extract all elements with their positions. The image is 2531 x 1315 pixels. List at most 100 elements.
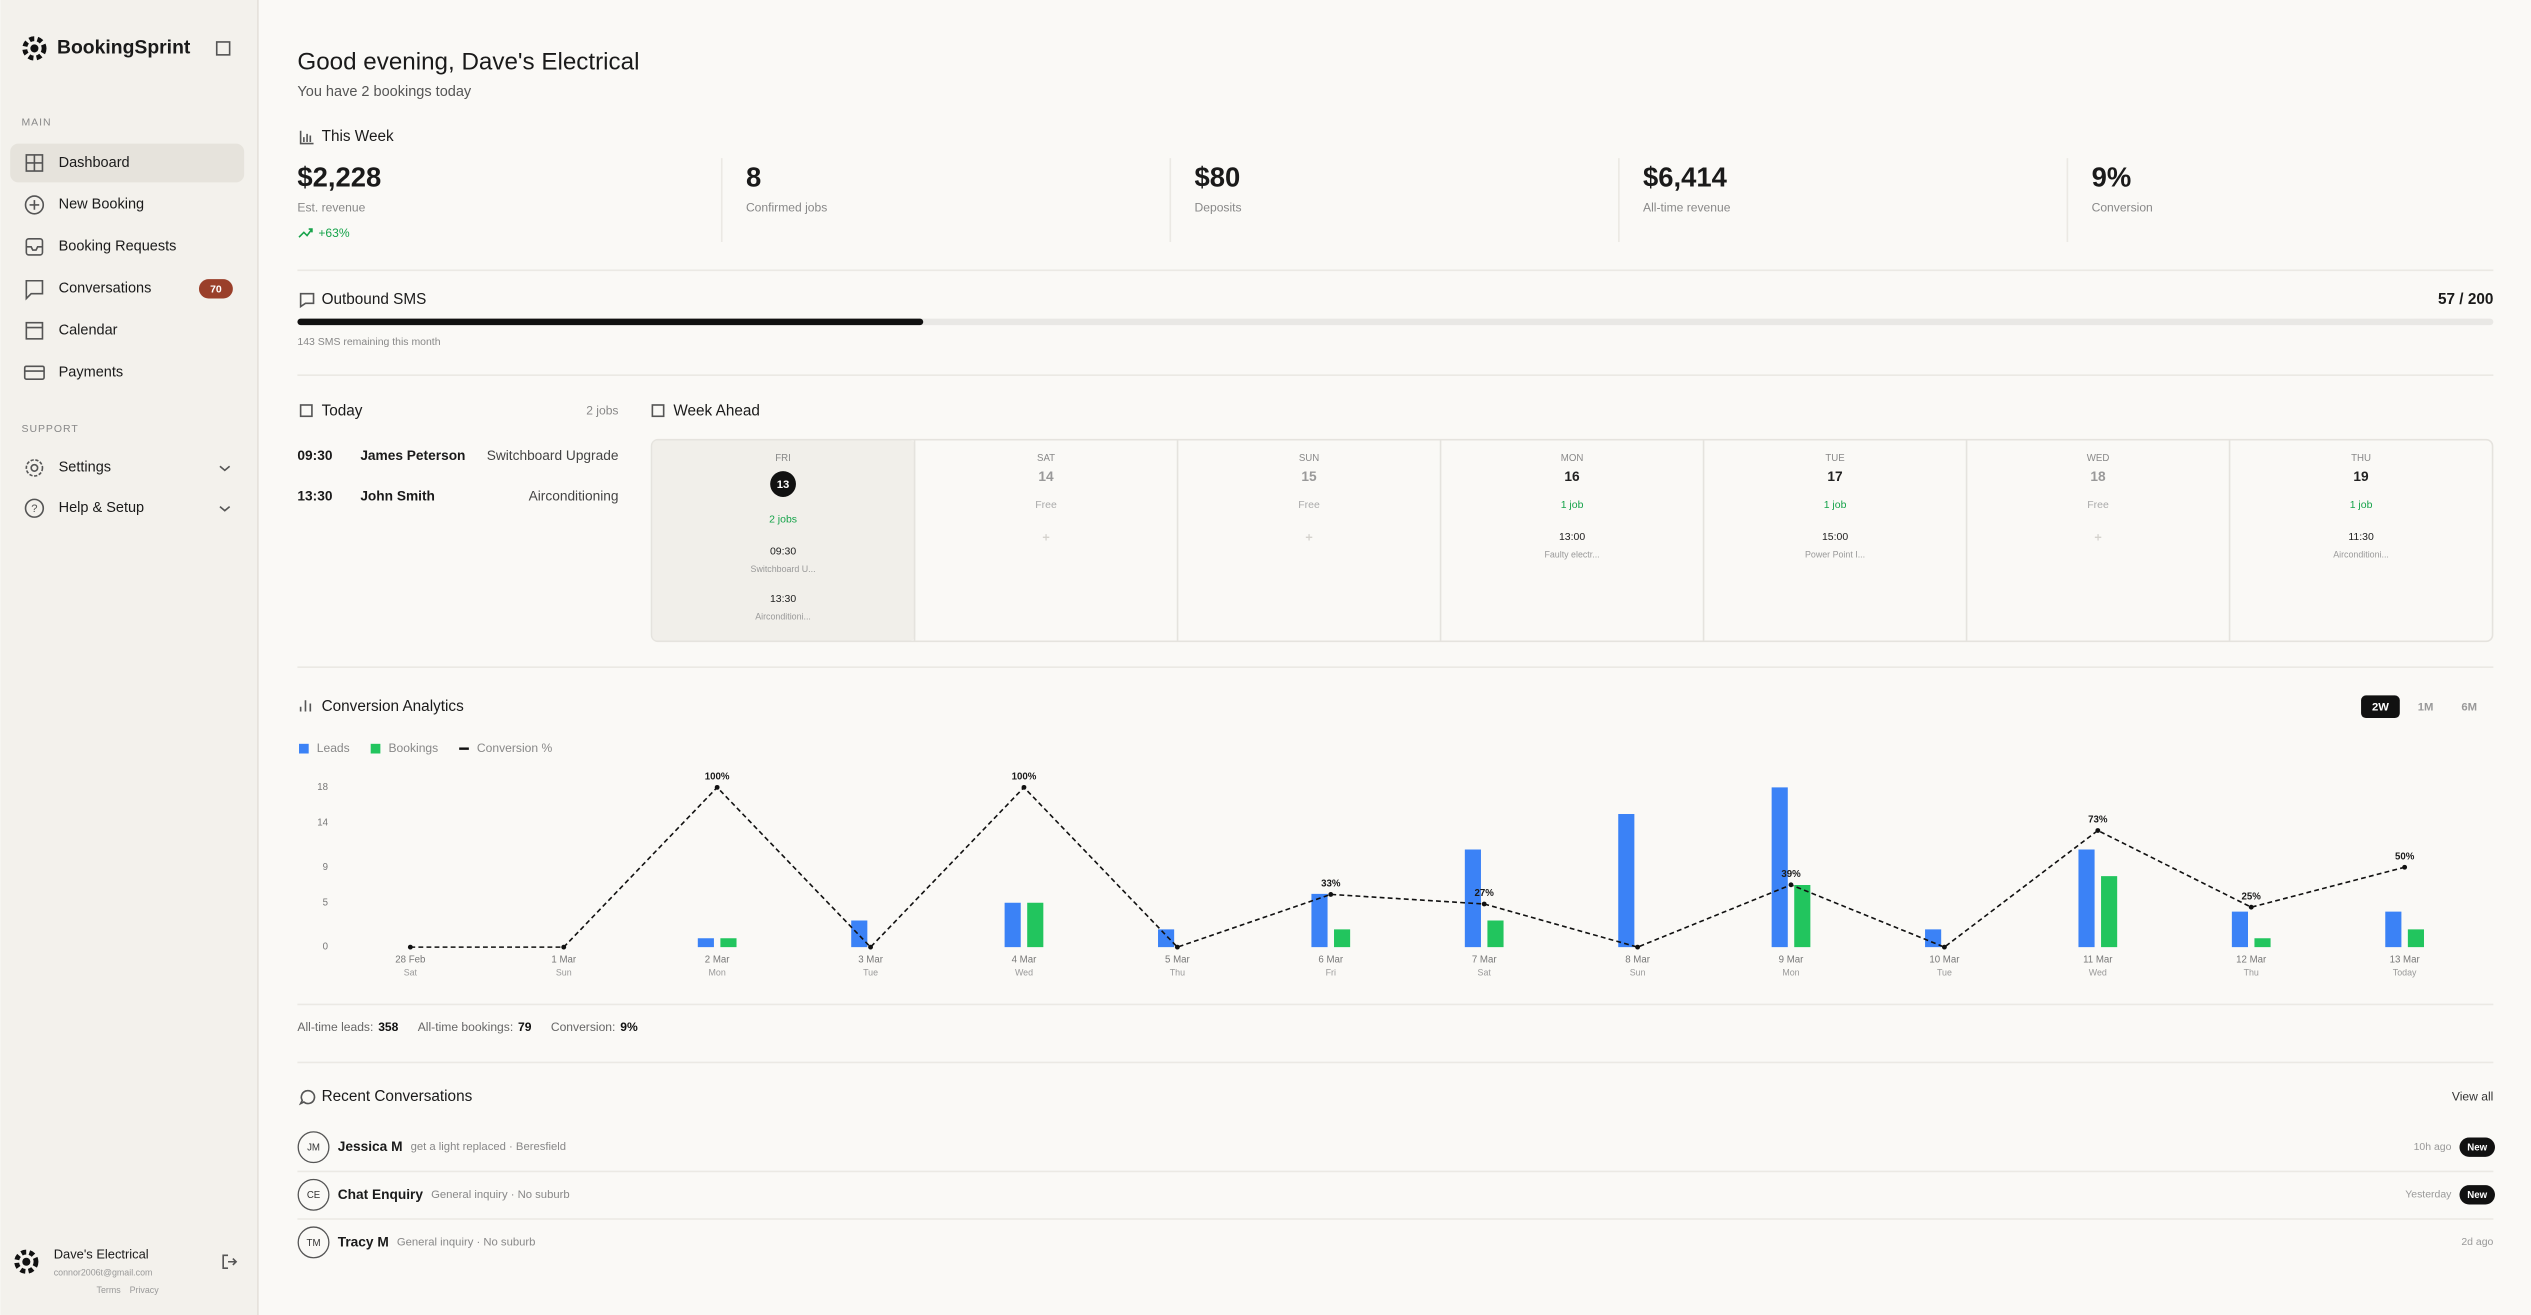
bar [720,938,737,948]
day-name: SAT [1037,453,1055,464]
value-label: 100% [705,771,730,782]
x-tick-sublabel: Fri [1326,967,1336,977]
nav-item[interactable]: Booking Requests [59,239,177,255]
line-point [2402,864,2408,870]
slot-time: 11:30 [2348,532,2374,543]
day-date: 14 [1038,469,1054,484]
nav-item[interactable]: Calendar [59,323,118,339]
stat-value: 9% [2092,161,2132,192]
logout-icon[interactable] [222,1254,238,1270]
bar [1771,787,1788,948]
nav-item[interactable]: Conversations [59,281,152,297]
section-title: This Week [322,128,394,145]
line-point [561,944,567,950]
x-tick-sublabel: Sun [1630,967,1646,977]
footer-link[interactable]: Terms [97,1285,122,1295]
new-badge [2459,1185,2495,1205]
sms-remaining: 143 SMS remaining this month [297,337,440,348]
time-ago: 10h ago [2414,1142,2452,1153]
line-point [868,944,873,950]
day-name: THU [2351,453,2371,464]
avatar [297,1178,330,1211]
collapse-button[interactable] [215,41,231,56]
new-badge-text: New [2467,1143,2487,1154]
x-tick-sublabel: Sun [556,967,572,977]
nav-item[interactable]: Settings [59,460,111,476]
stat-label: Conversion [2092,200,2153,214]
footer-link[interactable]: Privacy [130,1285,160,1295]
total-label: Conversion: [551,1020,616,1034]
view-all-link[interactable]: View all [2452,1089,2493,1103]
bar [1464,849,1481,948]
x-tick-label: 9 Mar [1779,955,1805,966]
bar [1158,929,1175,948]
avatar-initials: TM [307,1238,321,1249]
day-status: Free [1035,500,1057,511]
svg-text:?: ? [31,503,37,515]
day-status: Free [2087,500,2109,511]
avatar-initials: JM [307,1143,320,1154]
x-tick-label: 6 Mar [1318,955,1344,966]
range-button[interactable]: 6M [2461,702,2477,714]
legend-swatch [370,743,381,754]
bar [1487,920,1504,948]
y-tick-label: 5 [323,897,328,908]
line-point [1328,891,1334,897]
slot-label: Airconditioni... [755,612,811,622]
day-date: 13 [777,479,790,491]
day-date: 18 [2090,469,2106,484]
nav-item[interactable]: New Booking [59,197,145,213]
x-tick-sublabel: Thu [2244,967,2259,977]
conversation[interactable]: Chat Enquiry General inquiry · No suburb [338,1186,570,1201]
section-title: Conversion Analytics [322,698,464,715]
empty-slot [1305,534,1313,541]
x-tick-label: 2 Mar [705,955,731,966]
slot-time: 15:00 [1822,532,1848,543]
conversation[interactable]: Jessica M get a light replaced · Beresfie… [338,1139,566,1154]
value-label: 33% [1321,878,1341,889]
x-tick-label: 28 Feb [395,955,425,966]
slot-label: Switchboard U... [751,564,816,574]
nav-item[interactable]: Dashboard [59,155,130,171]
conversation[interactable]: Tracy M General inquiry · No suburb [338,1234,536,1249]
x-tick-label: 5 Mar [1165,955,1191,966]
empty-slot [2094,534,2102,541]
greeting: Good evening, Dave's Electrical [297,48,639,75]
day-name: FRI [775,453,791,464]
snippet: General inquiry · No suburb [397,1236,536,1248]
job-name: John Smith [360,489,435,504]
line [410,786,2405,949]
x-tick-label: 13 Mar [2390,955,2421,966]
section-title: Outbound SMS [322,291,427,308]
week-panel [650,438,2494,643]
day-date: 17 [1827,469,1843,484]
snippet: General inquiry · No suburb [431,1189,570,1201]
x-tick-label: 3 Mar [858,955,884,966]
legend-swatch [299,743,309,754]
total-value: 79 [518,1020,532,1034]
section-icon [299,130,314,145]
x-tick-label: 8 Mar [1625,955,1651,966]
nav-item[interactable]: Help & Setup [59,500,145,516]
bar [1618,814,1635,948]
day-name: SUN [1299,453,1319,464]
section-title: Recent Conversations [322,1088,473,1105]
value-label: 25% [2242,891,2262,902]
line-point [714,784,720,790]
range-button[interactable]: 1M [2418,702,2434,714]
stat-label: All-time revenue [1643,200,1731,214]
avatar [297,1226,330,1259]
subtitle: You have 2 bookings today [297,84,472,100]
bar [1027,902,1044,948]
range-button[interactable]: 2W [2372,702,2389,714]
stat-label: Est. revenue [297,200,365,214]
slot-time: 13:30 [770,594,796,605]
bar [2078,849,2095,948]
day-date: 15 [1301,469,1317,484]
slot-label: Airconditioni... [2333,549,2389,559]
y-tick-label: 18 [317,782,328,793]
nav-item[interactable]: Payments [59,365,124,381]
line-point [407,944,413,950]
bar [851,920,868,948]
x-tick-sublabel: Thu [1170,967,1185,977]
